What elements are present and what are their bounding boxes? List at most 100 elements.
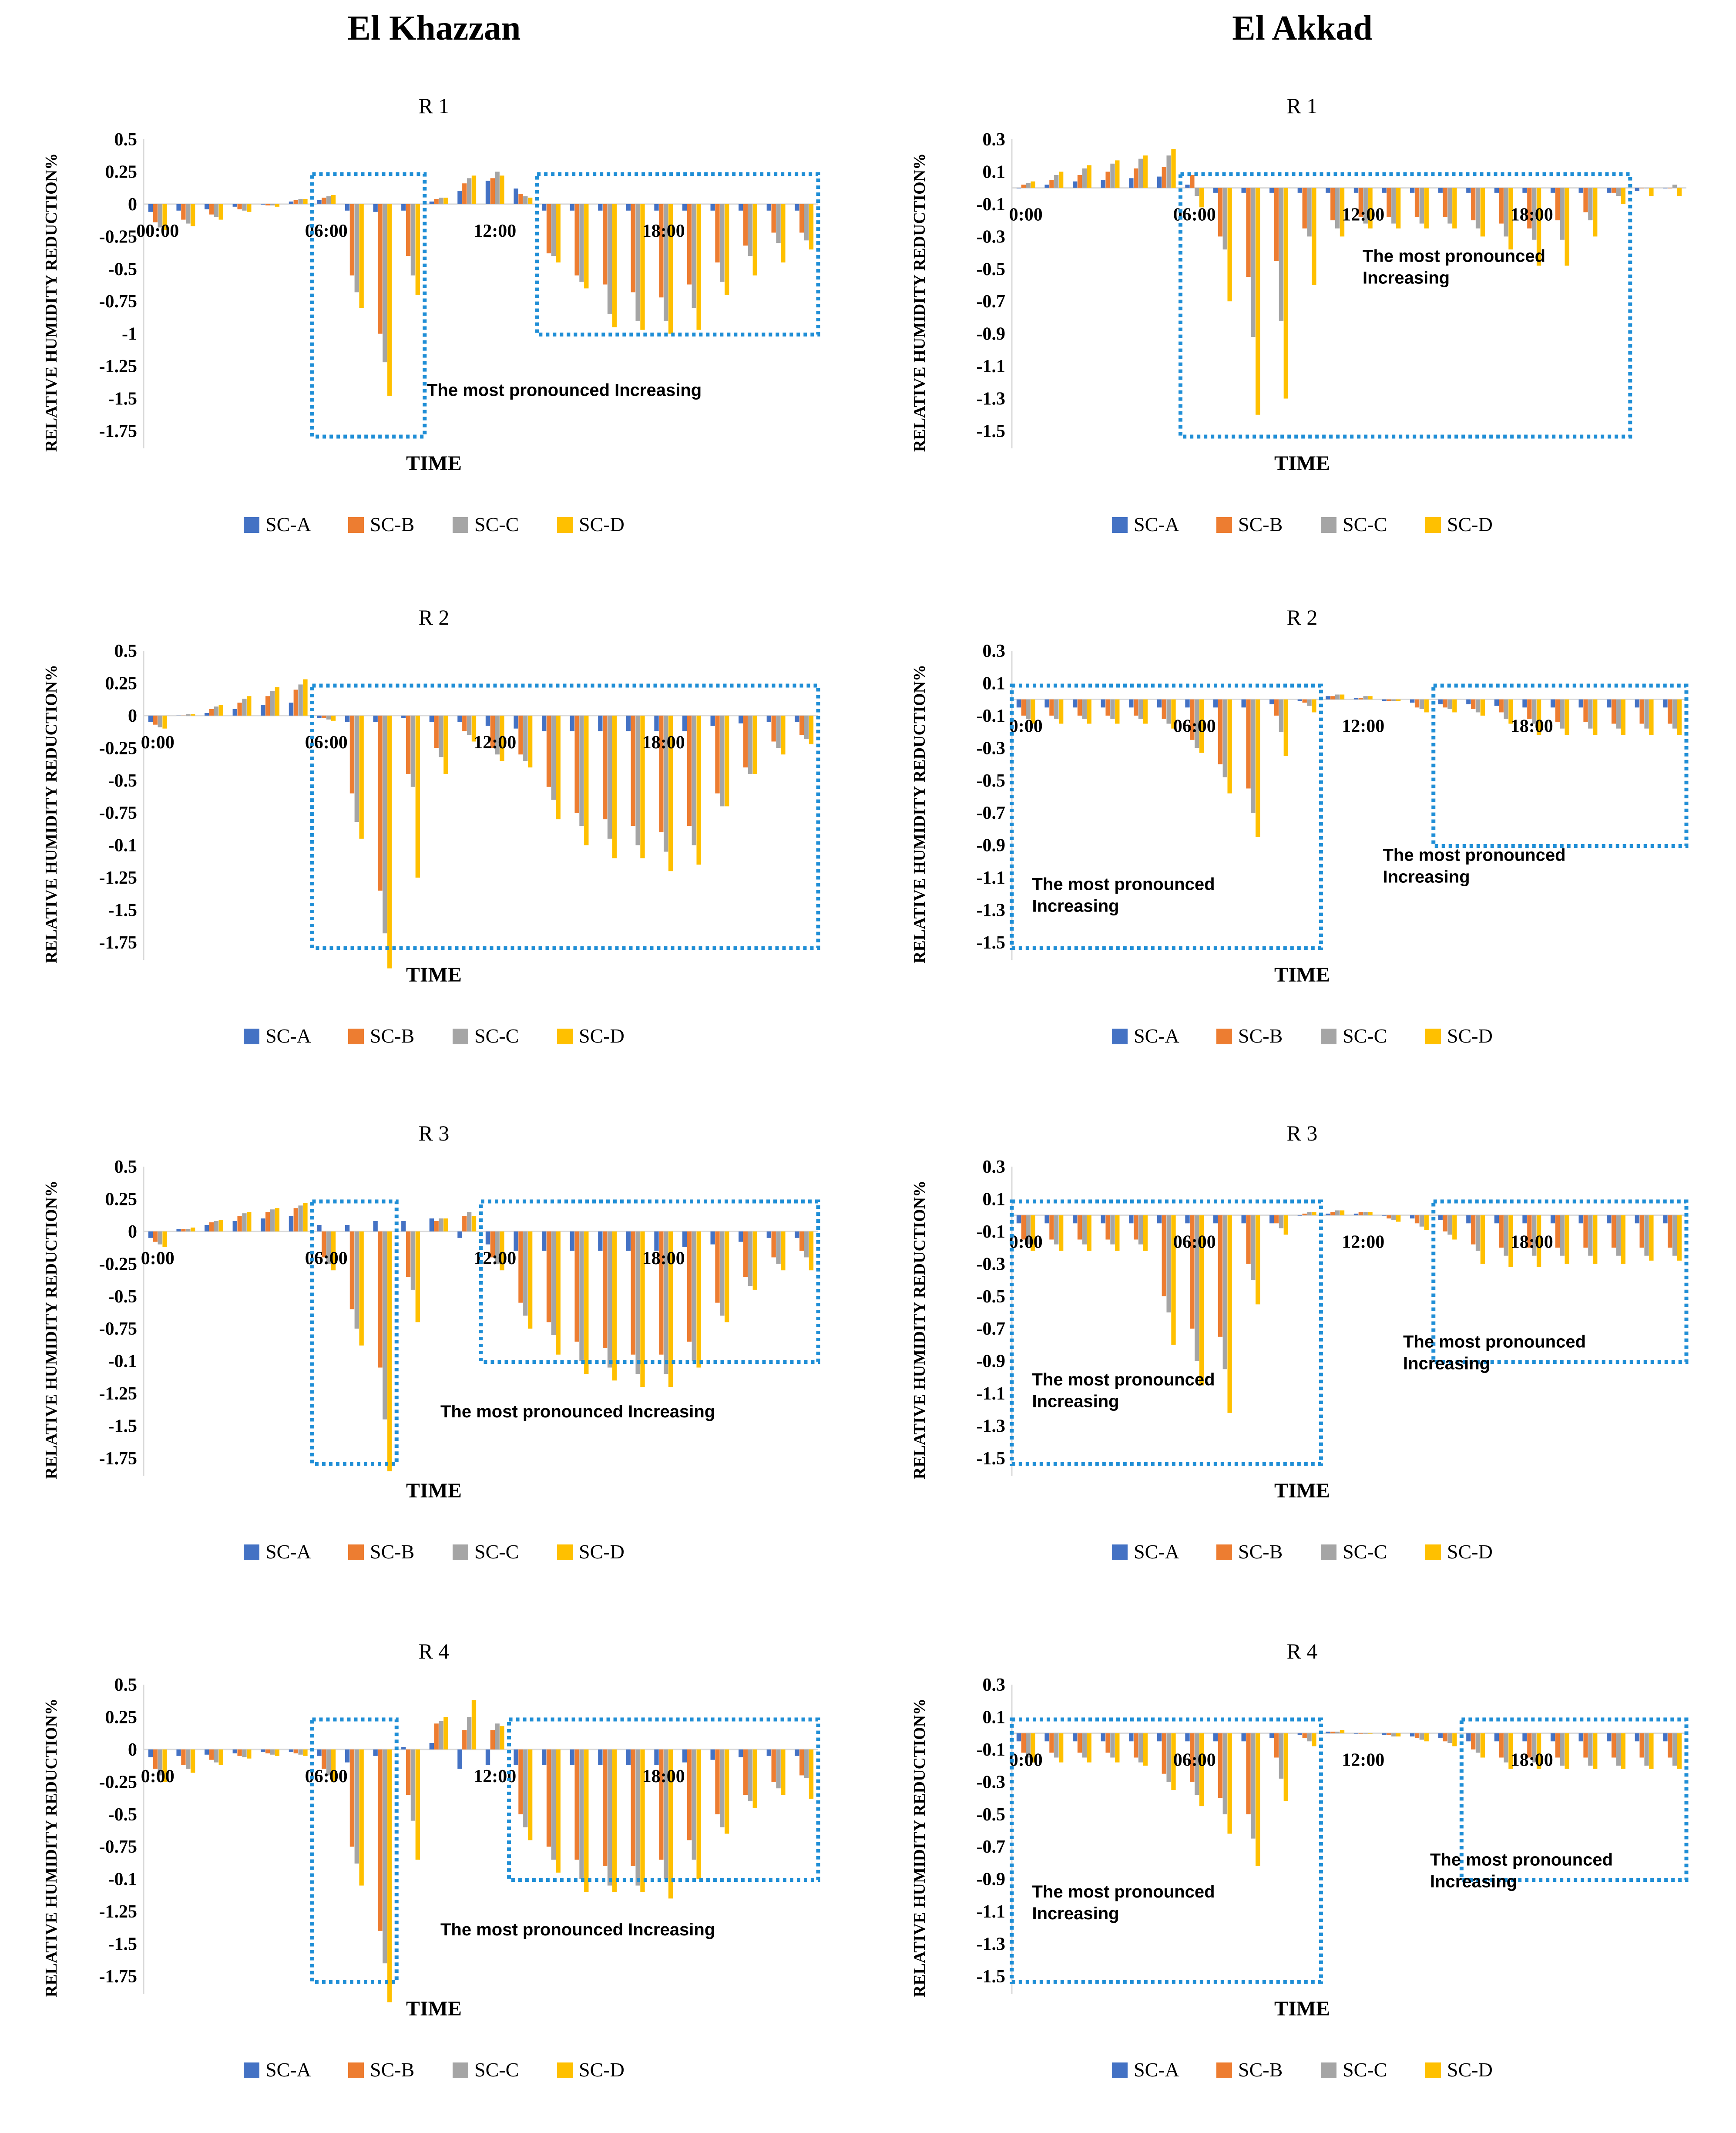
bar-sc-c-10 xyxy=(1307,1733,1312,1742)
x-tick-label: 18:00 xyxy=(1511,1232,1553,1252)
legend-label-sc-c: SC-C xyxy=(1343,2059,1387,2081)
bar-sc-d-10 xyxy=(443,1218,448,1231)
highlight-box xyxy=(1010,1199,1323,1466)
chart-ak-r2: R 2 0.3 0.1 -0.1 -0.3 -0.5 -0.7 -0.9 -1.1 -1.3 -1.… xyxy=(868,581,1736,1099)
bar-sc-b-11 xyxy=(1330,1731,1335,1733)
y-tick-label: -1.75 xyxy=(99,933,138,953)
bar-sc-d-3 xyxy=(247,1749,252,1759)
bar-sc-d-11 xyxy=(471,715,477,742)
bar-sc-c-18 xyxy=(1532,1733,1537,1763)
bar-sc-d-11 xyxy=(1340,1210,1345,1215)
bar-sc-b-15 xyxy=(1443,699,1447,708)
bar-sc-a-12 xyxy=(485,181,490,204)
bar-sc-c-6 xyxy=(326,1749,331,1776)
bar-sc-d-8 xyxy=(387,715,392,969)
bar-sc-d-22 xyxy=(1649,1215,1654,1261)
bar-sc-b-13 xyxy=(518,1231,523,1303)
x-tick-label: 18:00 xyxy=(1511,205,1553,225)
bar-sc-b-5 xyxy=(293,1208,298,1231)
bar-sc-c-9 xyxy=(1279,1733,1284,1779)
bar-sc-b-20 xyxy=(715,1231,720,1303)
bar-sc-c-16 xyxy=(1475,188,1481,229)
bar-sc-a-2 xyxy=(205,1225,209,1231)
bar-sc-a-6 xyxy=(317,1749,322,1756)
bar-sc-a-15 xyxy=(570,715,574,731)
bar-sc-c-19 xyxy=(692,204,696,308)
highlight-box xyxy=(310,683,820,950)
bar-sc-c-4 xyxy=(1138,1733,1143,1763)
legend-swatch-sc-c xyxy=(1321,2062,1336,2078)
bar-sc-a-11 xyxy=(1326,1731,1330,1733)
bar-sc-c-16 xyxy=(1475,1215,1481,1251)
bar-sc-b-2 xyxy=(209,709,214,716)
legend-label-sc-b: SC-B xyxy=(1238,513,1283,535)
bar-sc-b-18 xyxy=(659,1749,664,1860)
legend-swatch-sc-c xyxy=(453,1029,468,1044)
bar-sc-a-19 xyxy=(1550,1733,1555,1742)
bar-sc-b-22 xyxy=(771,1749,776,1782)
legend-label-sc-d: SC-D xyxy=(1447,1541,1493,1563)
bar-sc-b-15 xyxy=(1443,188,1447,217)
y-axis-label: RELATIVE HUMIDITY REDUCTION% xyxy=(910,153,929,452)
bar-sc-b-10 xyxy=(434,1723,439,1749)
bar-sc-d-6 xyxy=(1199,1215,1204,1386)
bar-sc-a-14 xyxy=(542,204,547,211)
bar-sc-c-12 xyxy=(1363,696,1368,700)
highlight-box xyxy=(507,1717,820,1882)
chart-svg: R 4 0.5 0.25 0 -0.25 -0.5 -0.75 -0.1 -1.25 -1.5 -1… xyxy=(42,1639,820,2081)
bar-sc-b-22 xyxy=(1639,1733,1644,1758)
bar-sc-c-2 xyxy=(1082,1733,1087,1758)
legend-label-sc-c: SC-C xyxy=(474,1541,519,1563)
bar-sc-c-10 xyxy=(439,198,443,204)
chart-kh-r3: R 3 0.5 0.25 0 -0.25 -0.5 -0.75 -0.1 -1.25 -1.5 -1… xyxy=(0,1097,868,1615)
highlight-box xyxy=(310,1717,399,1984)
bar-sc-b-9 xyxy=(406,715,411,774)
bar-sc-c-20 xyxy=(1588,188,1593,221)
bar-sc-d-16 xyxy=(1480,699,1485,716)
bar-sc-b-16 xyxy=(603,1231,608,1348)
bar-sc-b-14 xyxy=(546,715,551,787)
legend-label-sc-a: SC-A xyxy=(265,513,311,535)
bar-sc-a-13 xyxy=(1382,1733,1387,1735)
bar-sc-d-6 xyxy=(331,1231,336,1271)
chart-title: R 2 xyxy=(419,605,450,629)
bar-sc-a-16 xyxy=(598,715,603,731)
bar-sc-d-21 xyxy=(1621,699,1625,735)
bar-sc-c-1 xyxy=(1054,1733,1059,1758)
header-el-akkad: El Akkad xyxy=(1232,9,1373,47)
bar-sc-a-1 xyxy=(176,1749,181,1756)
bar-sc-c-11 xyxy=(467,1717,472,1749)
bar-sc-b-5 xyxy=(1162,167,1166,188)
bar-sc-c-7 xyxy=(1222,699,1227,777)
bar-sc-a-4 xyxy=(1129,699,1134,708)
bar-sc-c-10 xyxy=(439,1721,443,1749)
bar-sc-b-23 xyxy=(1668,1215,1672,1248)
bar-sc-c-16 xyxy=(607,1749,612,1886)
bar-sc-b-7 xyxy=(1218,188,1223,237)
bar-sc-d-13 xyxy=(1396,188,1401,229)
legend-swatch-sc-c xyxy=(453,1544,468,1560)
bar-sc-a-18 xyxy=(1522,1215,1527,1224)
bar-sc-d-2 xyxy=(218,705,223,716)
bar-sc-a-17 xyxy=(1494,1733,1499,1742)
bar-sc-b-5 xyxy=(1162,699,1166,719)
y-tick-label: -0.1 xyxy=(108,836,138,856)
bar-sc-d-3 xyxy=(1115,1733,1120,1763)
chart-title: R 3 xyxy=(1287,1121,1318,1145)
bar-sc-a-23 xyxy=(1663,1215,1668,1224)
bar-sc-c-6 xyxy=(1195,699,1199,748)
bar-sc-c-17 xyxy=(1504,1215,1508,1256)
annotation-text: The most pronounced Increasing xyxy=(1430,1850,1613,1891)
highlight-box xyxy=(479,1199,820,1364)
bar-sc-d-0 xyxy=(162,1749,167,1782)
bar-sc-a-9 xyxy=(401,1221,406,1231)
bar-sc-d-0 xyxy=(162,204,167,230)
bar-sc-b-18 xyxy=(659,715,664,832)
y-tick-label: -0.1 xyxy=(977,1740,1006,1760)
bar-sc-c-2 xyxy=(214,707,219,716)
legend-label-sc-a: SC-A xyxy=(265,1025,311,1047)
highlight-box xyxy=(1179,172,1632,439)
bar-sc-a-14 xyxy=(1410,188,1415,193)
bar-sc-a-11 xyxy=(457,191,462,204)
bar-sc-d-4 xyxy=(1143,1215,1148,1251)
